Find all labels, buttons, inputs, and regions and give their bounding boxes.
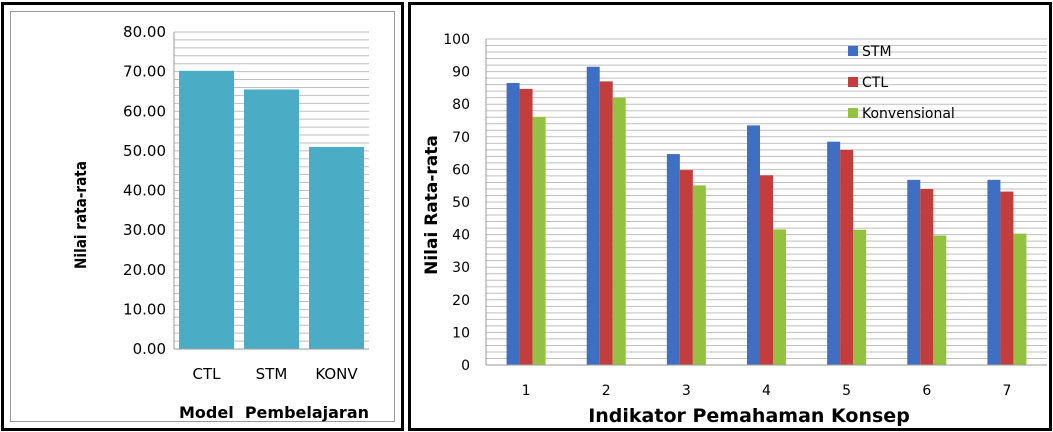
bar-ctl-1 <box>519 88 533 366</box>
bar-ctl-3 <box>679 170 693 365</box>
y-tick-label: 80.00 <box>123 23 166 41</box>
y-tick-label: 0 <box>461 358 470 374</box>
bar-stm-7 <box>987 179 1001 365</box>
x-tick-label: 2 <box>602 383 611 399</box>
y-tick-label: 20.00 <box>123 261 166 279</box>
bar-konvensional-3 <box>692 185 706 365</box>
bar-stm-6 <box>907 179 921 365</box>
bar-stm-5 <box>827 141 841 365</box>
bar-konvensional-1 <box>532 116 546 365</box>
bar-ctl-2 <box>599 81 613 365</box>
left-chart-panel: 0.00 10.00 20.00 30.00 40.00 50.00 60.00 70.00 8… <box>1 2 404 431</box>
x-tick-label: STM <box>256 365 288 383</box>
bar-stm-1 <box>506 83 520 365</box>
bar-ctl-7 <box>1000 191 1014 365</box>
bar-ctl-6 <box>920 188 934 365</box>
y-tick-label: 100 <box>443 32 470 48</box>
y-tick-label: 60.00 <box>123 102 166 120</box>
y-tick-label: 40.00 <box>123 182 166 200</box>
legend-label: STM <box>862 44 892 60</box>
y-tick-label: 60 <box>452 162 470 178</box>
y-axis-label: Nilai rata-rata <box>72 161 90 269</box>
y-tick-label: 50 <box>452 195 470 211</box>
bar-stm-4 <box>747 125 760 365</box>
bar-konv <box>309 146 364 349</box>
legend: STM CTL Konvensional <box>848 44 955 122</box>
x-tick-label: 6 <box>922 383 931 399</box>
y-tick-label: 70 <box>452 130 470 146</box>
legend-swatch <box>848 77 858 87</box>
x-tick-label: 5 <box>842 383 851 399</box>
legend-swatch <box>848 108 858 118</box>
x-tick-label: 1 <box>522 383 531 399</box>
legend-swatch <box>848 46 858 56</box>
bar-konvensional-6 <box>933 235 947 365</box>
y-tick-label: 10 <box>452 325 470 341</box>
x-tick-label: 3 <box>682 383 691 399</box>
average-score-by-indicator-chart: 0 10 20 30 40 50 60 70 80 90 100 1 2 3 4 5 6 7 STM CTL Kon… <box>422 32 1047 427</box>
x-axis-label: Indikator Pemahaman Konsep <box>588 405 910 427</box>
average-score-by-model-chart: 0.00 10.00 20.00 30.00 40.00 50.00 60.00 70.00 8… <box>72 23 369 422</box>
bar-stm <box>244 89 299 350</box>
bar-stm-2 <box>586 66 600 366</box>
y-tick-label: 50.00 <box>123 142 166 160</box>
bar-ctl-4 <box>760 175 773 365</box>
right-chart-panel: 0 10 20 30 40 50 60 70 80 90 100 1 2 3 4 5 6 7 STM CTL Kon… <box>408 2 1052 431</box>
bar-stm-3 <box>666 154 680 365</box>
y-axis-label: Nilai Rata-rata <box>422 135 442 275</box>
x-tick-label: CTL <box>193 365 222 383</box>
legend-label: Konvensional <box>862 106 955 122</box>
legend-label: CTL <box>862 75 888 91</box>
x-tick-label: KONV <box>315 365 358 383</box>
bar-ctl-5 <box>840 149 854 365</box>
x-tick-label: 7 <box>1002 383 1011 399</box>
y-tick-label: 80 <box>452 97 470 113</box>
bar-konvensional-7 <box>1013 233 1027 365</box>
y-tick-label: 30 <box>452 260 470 276</box>
bar-konvensional-2 <box>612 97 626 366</box>
y-tick-label: 70.00 <box>123 63 166 81</box>
y-tick-label: 40 <box>452 228 470 244</box>
bar-ctl <box>179 70 234 350</box>
x-tick-label: 4 <box>762 383 771 399</box>
y-tick-label: 90 <box>452 65 470 81</box>
y-tick-label: 20 <box>452 293 470 309</box>
bar-konvensional-5 <box>853 229 867 365</box>
x-axis-label: Model Pembelajaran <box>179 403 369 422</box>
bar-konvensional-4 <box>773 229 786 365</box>
y-tick-label: 0.00 <box>133 340 166 358</box>
y-tick-label: 30.00 <box>123 221 166 239</box>
y-tick-label: 10.00 <box>123 300 166 318</box>
